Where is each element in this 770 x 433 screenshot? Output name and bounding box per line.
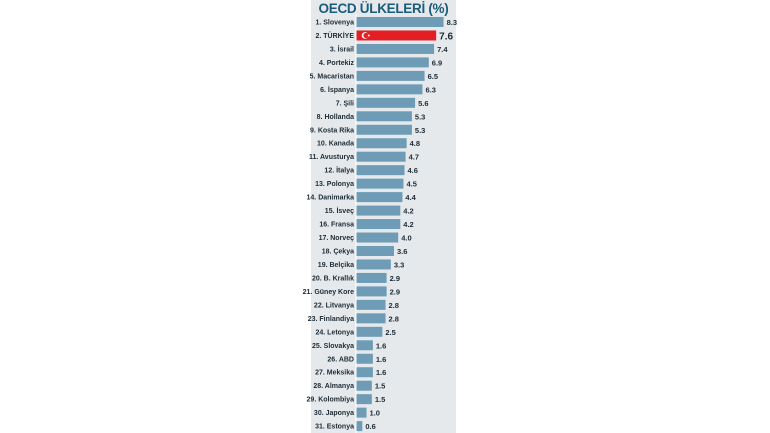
value-label: 2.8 [389, 301, 399, 310]
category-label: 13. Polonya [315, 181, 354, 188]
chart-title: OECD ÜLKELERİ (%) [318, 1, 449, 16]
value-label: 1.6 [376, 368, 386, 377]
bar [356, 380, 372, 391]
category-label: 11. Avusturya [309, 154, 354, 161]
category-label: 27. Meksika [315, 370, 354, 377]
bar [356, 111, 412, 122]
category-label: 9. Kosta Rika [310, 127, 354, 134]
bar [356, 17, 444, 27]
category-label: 18. Çekya [322, 248, 354, 255]
bar [356, 219, 401, 230]
bar [356, 340, 373, 351]
category-label: 5. Macaristan [310, 73, 354, 80]
category-label: 14. Danimarka [307, 195, 355, 202]
category-label: 21. Güney Kore [303, 289, 354, 296]
category-label: 22. Litvanya [314, 302, 354, 309]
category-label: 16. Fransa [319, 222, 354, 229]
value-label: 1.6 [376, 355, 386, 364]
category-label: 25. Slovakya [312, 343, 354, 350]
value-label: 5.6 [418, 99, 428, 108]
bar [356, 70, 425, 81]
value-label: 5.3 [415, 112, 425, 121]
bar [356, 259, 391, 270]
category-label: 6. İspanya [320, 86, 354, 94]
bar [356, 151, 406, 162]
value-label: 2.9 [390, 287, 400, 296]
category-label: 30. Japonya [314, 410, 354, 417]
bar [356, 272, 387, 283]
category-label: 8. Hollanda [317, 114, 354, 121]
bar [356, 421, 363, 432]
category-label: 2. TÜRKİYE [315, 31, 354, 40]
value-label: 4.0 [401, 234, 411, 243]
category-label: 10. Kanada [317, 141, 354, 148]
category-label: 26. ABD [327, 356, 354, 363]
bar [356, 245, 394, 256]
category-label: 24. Letonya [315, 329, 354, 336]
value-label: 4.2 [403, 220, 413, 229]
bar [356, 138, 407, 149]
bar [356, 30, 437, 41]
value-label: 4.7 [409, 153, 419, 162]
value-label: 1.6 [376, 341, 386, 350]
bar [356, 353, 373, 364]
category-label: 15. İsveç [325, 207, 354, 215]
value-label: 1.5 [375, 382, 385, 391]
category-label: 19. Belçika [318, 262, 354, 269]
bar [356, 313, 386, 324]
value-label: 3.3 [394, 260, 404, 269]
bar [356, 326, 383, 337]
category-label: 28. Almanya [313, 383, 354, 390]
value-label: 1.5 [375, 395, 385, 404]
value-label: 1.0 [370, 409, 380, 418]
category-label: 7. Şili [336, 100, 354, 107]
value-label: 0.6 [365, 422, 375, 431]
category-label: 20. B. Krallık [312, 275, 354, 282]
category-label: 17. Norveç [319, 235, 355, 242]
bar [356, 299, 386, 310]
value-label: 7.6 [439, 31, 453, 42]
value-label: 7.4 [437, 45, 448, 54]
value-label: 6.9 [432, 58, 442, 67]
value-label: 6.3 [425, 85, 435, 94]
category-label: 3. İsrail [330, 45, 354, 53]
turkish-flag-icon [361, 32, 370, 39]
bar [356, 205, 401, 216]
bar [356, 165, 405, 176]
value-label: 6.5 [428, 72, 438, 81]
category-label: 1. Slovenya [315, 20, 354, 27]
value-label: 4.4 [405, 193, 416, 202]
category-label: 29. Kolombiya [307, 397, 355, 404]
value-label: 2.5 [385, 328, 395, 337]
category-label: 4. Portekiz [319, 60, 355, 67]
bar [356, 367, 373, 378]
bar [356, 84, 423, 95]
bar [356, 394, 372, 405]
value-label: 4.2 [403, 207, 413, 216]
bar [356, 57, 429, 68]
value-label: 4.8 [410, 139, 420, 148]
value-label: 2.8 [389, 314, 399, 323]
value-label: 2.9 [390, 274, 400, 283]
bar [356, 43, 435, 54]
bar [356, 232, 399, 243]
value-label: 3.6 [397, 247, 407, 256]
value-label: 4.5 [406, 180, 416, 189]
bar [356, 97, 416, 108]
value-label: 5.3 [415, 126, 425, 135]
value-label: 4.6 [408, 166, 418, 175]
category-label: 23. Finlandiya [308, 316, 354, 323]
bar [356, 124, 412, 135]
category-label: 12. İtalya [324, 167, 354, 175]
bar [356, 286, 387, 297]
category-label: 31. Estonya [315, 424, 354, 431]
bar [356, 407, 367, 418]
value-label: 8.3 [447, 18, 457, 27]
bar [356, 192, 403, 203]
bar [356, 178, 404, 189]
